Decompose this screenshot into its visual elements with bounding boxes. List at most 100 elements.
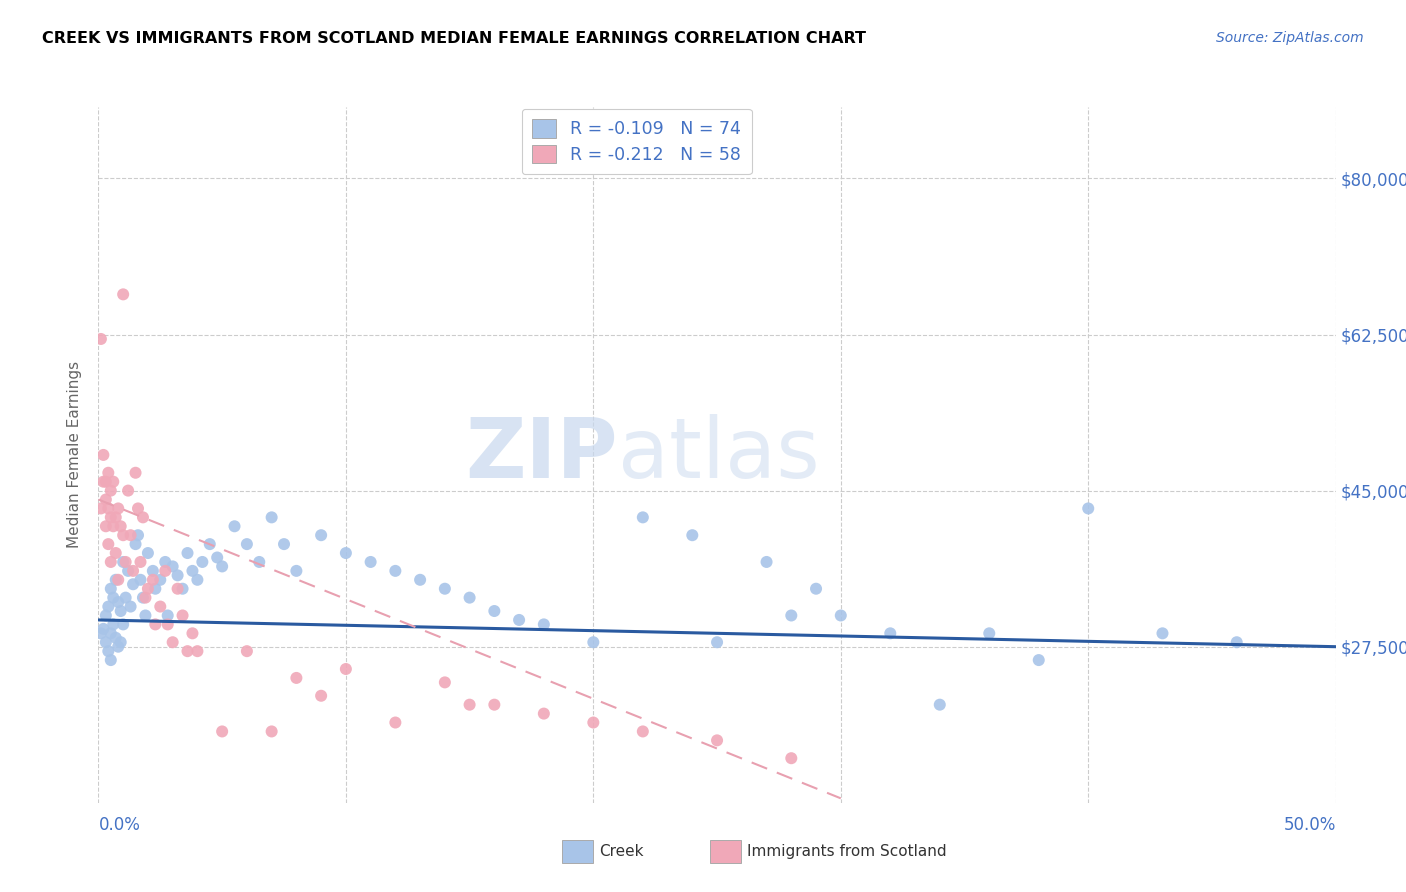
Point xyxy=(681,528,703,542)
Point xyxy=(93,448,115,462)
Point xyxy=(100,626,122,640)
Point xyxy=(979,626,1001,640)
Point xyxy=(260,510,283,524)
Point xyxy=(458,591,481,605)
Text: Immigrants from Scotland: Immigrants from Scotland xyxy=(747,845,946,859)
Point xyxy=(100,653,122,667)
Point xyxy=(107,595,129,609)
Point xyxy=(309,689,332,703)
Point xyxy=(830,608,852,623)
Point xyxy=(780,751,803,765)
Point xyxy=(172,608,194,623)
Point xyxy=(166,582,188,596)
Point xyxy=(97,599,120,614)
Point xyxy=(508,613,530,627)
Point xyxy=(94,475,117,489)
Point xyxy=(112,287,135,301)
Point xyxy=(110,635,132,649)
Point xyxy=(104,546,127,560)
Point xyxy=(97,537,120,551)
Point xyxy=(285,564,308,578)
Point xyxy=(104,631,127,645)
Point xyxy=(433,582,456,596)
Point xyxy=(1226,635,1249,649)
Point xyxy=(309,528,332,542)
Point xyxy=(631,724,654,739)
Bar xyxy=(562,840,593,863)
Point xyxy=(143,617,166,632)
Point xyxy=(191,555,214,569)
Point xyxy=(114,591,136,605)
Point xyxy=(100,582,122,596)
Point xyxy=(134,608,156,623)
Point xyxy=(879,626,901,640)
Point xyxy=(205,550,228,565)
Point xyxy=(1077,501,1099,516)
Point xyxy=(186,644,208,658)
Point xyxy=(103,591,125,605)
Point xyxy=(114,555,136,569)
Text: CREEK VS IMMIGRANTS FROM SCOTLAND MEDIAN FEMALE EARNINGS CORRELATION CHART: CREEK VS IMMIGRANTS FROM SCOTLAND MEDIAN… xyxy=(42,31,866,46)
Point xyxy=(143,582,166,596)
Bar xyxy=(710,840,741,863)
Point xyxy=(181,626,204,640)
Point xyxy=(285,671,308,685)
Point xyxy=(458,698,481,712)
Point xyxy=(93,622,115,636)
Point xyxy=(132,591,155,605)
Text: 50.0%: 50.0% xyxy=(1284,816,1336,834)
Point xyxy=(176,546,198,560)
Point xyxy=(122,577,145,591)
Point xyxy=(484,698,506,712)
Point xyxy=(360,555,382,569)
Point xyxy=(928,698,950,712)
Point xyxy=(181,564,204,578)
Point xyxy=(127,501,149,516)
Point xyxy=(533,617,555,632)
Point xyxy=(97,501,120,516)
Point xyxy=(94,608,117,623)
Point xyxy=(117,564,139,578)
Point xyxy=(136,582,159,596)
Point xyxy=(236,537,259,551)
Point xyxy=(1028,653,1050,667)
Point xyxy=(94,519,117,533)
Point xyxy=(100,483,122,498)
Point xyxy=(90,332,112,346)
Point xyxy=(166,568,188,582)
Text: 0.0%: 0.0% xyxy=(98,816,141,834)
Text: Source: ZipAtlas.com: Source: ZipAtlas.com xyxy=(1216,31,1364,45)
Point xyxy=(104,510,127,524)
Point xyxy=(172,582,194,596)
Point xyxy=(804,582,827,596)
Point xyxy=(124,466,146,480)
Point xyxy=(100,555,122,569)
Point xyxy=(236,644,259,658)
Point xyxy=(162,559,184,574)
Point xyxy=(129,573,152,587)
Point xyxy=(97,466,120,480)
Point xyxy=(211,724,233,739)
Point xyxy=(100,510,122,524)
Point xyxy=(582,635,605,649)
Point xyxy=(112,528,135,542)
Point xyxy=(103,475,125,489)
Point xyxy=(110,519,132,533)
Point xyxy=(124,537,146,551)
Point xyxy=(117,483,139,498)
Y-axis label: Median Female Earnings: Median Female Earnings xyxy=(67,361,83,549)
Point xyxy=(94,635,117,649)
Point xyxy=(755,555,778,569)
Point xyxy=(186,573,208,587)
Point xyxy=(162,635,184,649)
Point xyxy=(107,640,129,654)
Point xyxy=(533,706,555,721)
Point xyxy=(384,715,406,730)
Point xyxy=(484,604,506,618)
Point xyxy=(90,626,112,640)
Point xyxy=(409,573,432,587)
Point xyxy=(93,475,115,489)
Point xyxy=(142,573,165,587)
Point xyxy=(120,599,142,614)
Point xyxy=(142,564,165,578)
